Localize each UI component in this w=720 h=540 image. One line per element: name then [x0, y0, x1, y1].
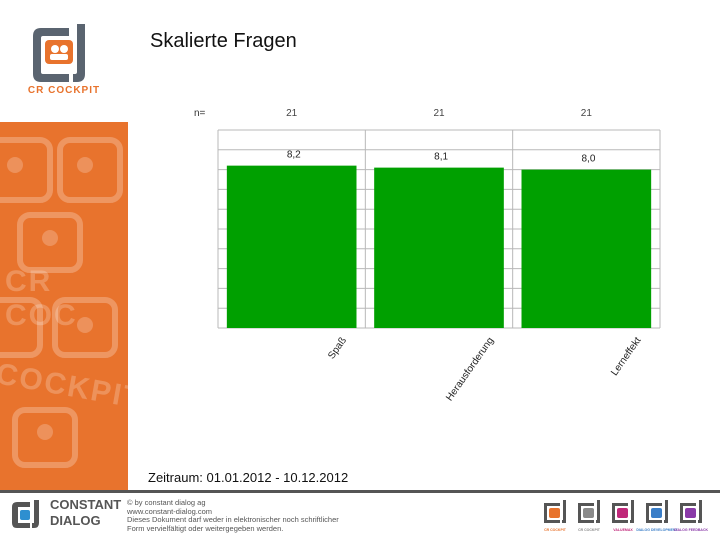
- value-label: 8,2: [287, 150, 301, 161]
- category-label: Herausforderung: [444, 335, 496, 403]
- app-logo-icon: DIALOG DEVELOPMENT: [636, 500, 678, 532]
- app-logo-name: CR COCKPIT: [544, 528, 567, 532]
- n-values: 21 21 21: [286, 108, 592, 119]
- app-logo-icon: VALUEMAX: [612, 500, 634, 532]
- app-logo-icon: CR COCKPIT: [544, 500, 567, 532]
- value-label: 8,0: [582, 154, 596, 165]
- app-logo-icon: DIALOG FEEDBACK: [674, 500, 709, 532]
- bar: [521, 169, 652, 328]
- app-logo-name: VALUEMAX: [613, 528, 633, 532]
- value-label: 8,1: [434, 152, 448, 163]
- n-label: n=: [194, 108, 206, 119]
- logo-area: CR COCKPIT: [0, 0, 128, 122]
- footer: CONSTANT DIALOG © by constant dialog ag …: [0, 493, 720, 540]
- copyright-line: Dieses Dokument darf weder in elektronis…: [127, 515, 339, 524]
- bar-chart: n= 21 21 21 8,2 8,1 8,0 Spaß Herausforderung L…: [194, 108, 661, 403]
- app-logo-name: DIALOG DEVELOPMENT: [636, 528, 678, 532]
- copyright-line: © by constant dialog ag: [127, 498, 206, 507]
- copyright-line: Form vervielfältigt oder weitergegeben w…: [127, 523, 284, 533]
- company-name: CONSTANT DIALOG: [50, 497, 121, 529]
- constant-dialog-logo-icon: [12, 500, 39, 528]
- bar: [374, 167, 504, 328]
- logo-text: CR COCKPIT: [27, 85, 101, 96]
- sidebar-pattern: [0, 137, 123, 468]
- page-title: Skalierte Fragen: [150, 30, 297, 52]
- copyright-line: www.constant-dialog.com: [127, 506, 213, 516]
- value-labels: 8,2 8,1 8,0: [287, 150, 596, 165]
- app-logo-icon: CR COCKPIT: [578, 500, 601, 532]
- copyright-notice: © by constant dialog ag www.constant-dia…: [127, 498, 339, 533]
- n-value: 21: [581, 108, 593, 119]
- company-name-line2: DIALOG: [50, 513, 101, 528]
- company-name-line1: CONSTANT: [50, 497, 122, 512]
- n-value: 21: [286, 108, 298, 119]
- app-logos: CR COCKPIT CR COCKPIT VALUEMAX DIALOG DEVEL…: [544, 500, 709, 532]
- period-label: Zeitraum: 01.01.2012 - 10.12.2012: [148, 470, 349, 485]
- category-label: Lerneffekt: [609, 335, 644, 378]
- category-labels: Spaß Herausforderung Lerneffekt: [326, 335, 644, 403]
- sidebar: CR COC COCKPIT CR COCKPIT: [0, 0, 128, 490]
- app-logo-name: DIALOG FEEDBACK: [674, 528, 709, 532]
- n-value: 21: [433, 108, 445, 119]
- category-label: Spaß: [326, 335, 349, 361]
- footer-divider: [0, 490, 720, 493]
- watermark-text-1: CR COC: [5, 265, 78, 332]
- app-logo-name: CR COCKPIT: [578, 528, 601, 532]
- bars: [226, 165, 652, 328]
- cr-cockpit-logo-icon: [33, 24, 85, 82]
- bar: [226, 165, 357, 328]
